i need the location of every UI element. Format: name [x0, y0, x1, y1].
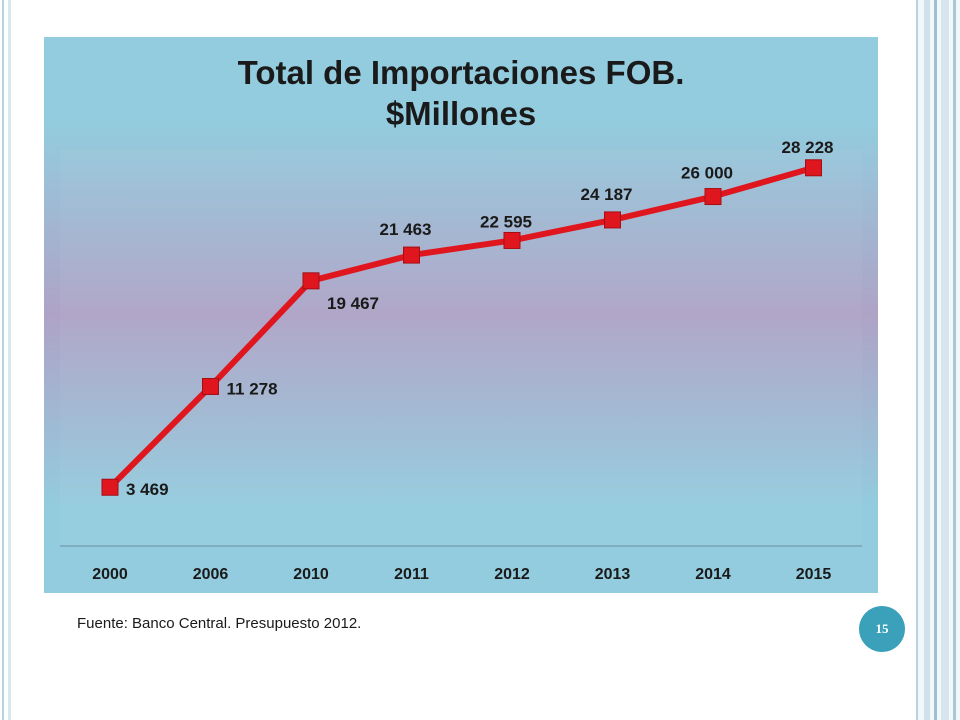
panel-stripe	[934, 0, 937, 720]
data-label: 22 595	[480, 212, 532, 231]
panel-stripe	[916, 0, 918, 720]
data-label: 24 187	[581, 185, 633, 204]
page-number-badge: 15	[859, 606, 905, 652]
x-tick-label: 2014	[695, 566, 731, 583]
border-line	[2, 0, 4, 720]
source-note: Fuente: Banco Central. Presupuesto 2012.	[77, 615, 362, 632]
x-tick-label: 2015	[796, 566, 832, 583]
series-line	[107, 164, 817, 491]
chart-title: Total de Importaciones FOB.	[238, 54, 685, 91]
chart-frame	[44, 37, 878, 593]
data-point-marker	[202, 377, 219, 395]
left-decorative-border	[0, 0, 14, 720]
panel-stripe	[953, 0, 956, 720]
panel-stripe	[941, 0, 949, 720]
data-point-marker	[302, 272, 320, 290]
data-label: 28 228	[782, 138, 834, 157]
x-tick-label: 2013	[595, 566, 631, 583]
right-decorative-panel	[916, 0, 960, 720]
x-tick-label: 2006	[193, 566, 229, 583]
data-point-marker	[604, 211, 621, 229]
panel-stripe	[924, 0, 930, 720]
data-label: 3 469	[126, 480, 169, 499]
line-chart: Total de Importaciones FOB. $Millones 20…	[60, 54, 862, 583]
plot-area	[60, 150, 862, 546]
x-tick-label: 2012	[494, 566, 530, 583]
chart-subtitle: $Millones	[386, 95, 536, 132]
data-label: 11 278	[227, 379, 278, 398]
data-label: 19 467	[327, 294, 379, 313]
data-label: 26 000	[681, 164, 733, 183]
data-label: 21 463	[380, 220, 432, 239]
data-point-marker	[503, 231, 521, 249]
data-point-marker	[805, 159, 822, 177]
x-tick-label: 2011	[394, 566, 429, 583]
x-tick-label: 2000	[92, 566, 128, 583]
data-point-marker	[403, 246, 420, 264]
data-point-marker	[101, 478, 119, 496]
x-tick-label: 2010	[293, 566, 329, 583]
border-line	[8, 0, 11, 720]
data-point-marker	[704, 188, 722, 206]
